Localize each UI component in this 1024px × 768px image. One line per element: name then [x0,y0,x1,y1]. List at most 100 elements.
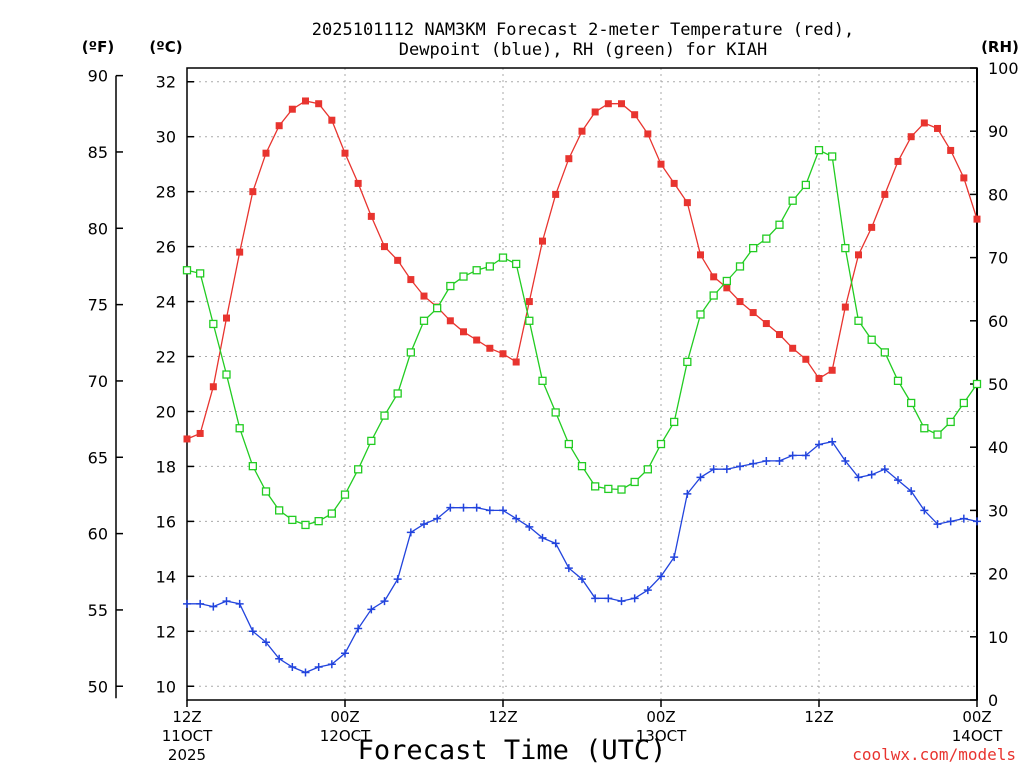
x-tick-label: 13OCT [636,727,687,745]
data-point [328,116,336,124]
data-point [486,344,494,352]
data-point [354,624,363,633]
data-point [947,146,955,154]
fahrenheit-tick-label: 80 [88,219,108,238]
data-point [406,348,415,357]
data-point [815,375,823,383]
celsius-tick-label: 12 [156,622,176,641]
x-tick-label: 00Z [646,708,675,726]
data-point [789,344,797,352]
data-point [973,517,981,526]
rh-tick-label: 10 [988,628,1008,647]
data-point [183,435,191,443]
x-tick-label: 00Z [962,708,991,726]
data-point [604,484,613,494]
celsius-tick-label: 28 [156,183,176,202]
data-point [209,319,218,329]
data-point [446,281,455,291]
data-point [196,599,205,608]
chart-title-line-1: 2025101112 NAM3KM Forecast 2-meter Tempe… [312,20,854,40]
data-point [854,473,863,482]
fahrenheit-tick-label: 90 [88,67,108,86]
data-point [881,190,889,198]
data-point [696,473,705,482]
data-point [314,663,323,672]
data-point [907,398,916,408]
data-point [644,130,652,138]
data-point [934,124,941,132]
rh-tick-label: 20 [988,565,1008,584]
x-tick-label: 12Z [804,708,833,726]
data-point [854,316,863,325]
data-point [248,462,257,471]
data-point [314,516,323,526]
data-point [551,539,560,548]
data-point [591,108,599,116]
data-point [749,243,758,253]
data-point [670,553,679,562]
fahrenheit-tick-label: 50 [88,677,108,696]
data-point [222,370,231,379]
data-point [815,440,823,449]
data-point [525,298,533,306]
data-point [920,424,929,433]
celsius-tick-label: 32 [156,73,176,92]
data-point [591,594,600,603]
series-line [186,100,978,440]
data-point [670,417,679,427]
data-point [262,638,270,647]
data-point [420,520,428,529]
data-point [643,586,652,595]
data-point [683,489,692,498]
data-point [380,597,389,606]
data-point [578,127,586,135]
data-point [315,100,323,108]
data-point [235,424,244,433]
data-point [631,111,639,119]
celsius-tick-label: 20 [156,402,176,421]
data-point [381,243,388,251]
data-point [867,470,876,479]
data-point [959,514,968,523]
data-point [683,199,691,207]
data-point [841,303,849,311]
data-point [801,451,810,460]
data-point [262,149,270,157]
rh-unit-label: (RH) [981,38,1019,56]
data-point [670,179,678,187]
data-point [841,243,850,253]
credit-label: coolwx.com/models [852,745,1016,764]
data-point [182,266,192,275]
data-point [657,572,665,581]
data-point [775,220,784,229]
data-point [894,157,902,165]
rh-tick-label: 80 [988,185,1008,204]
fahrenheit-tick-label: 65 [88,448,108,467]
data-point [880,465,889,474]
series-2-meter-temperature [183,97,981,443]
data-point [828,366,836,374]
data-point [749,459,758,468]
data-point [656,439,666,449]
celsius-tick-label: 18 [156,457,176,476]
data-point [972,379,982,389]
data-point [222,597,231,606]
data-point [683,357,692,367]
data-point [485,262,494,271]
data-point [525,316,534,325]
data-point [196,269,205,278]
data-point [472,503,481,512]
data-point [327,660,336,669]
data-point [236,248,244,256]
fahrenheit-tick-label: 55 [88,601,108,620]
series-dewpoint [183,437,981,677]
data-point [828,437,837,446]
data-point [473,336,481,344]
data-point [380,411,389,420]
data-point [920,506,929,515]
x-tick-label: 14OCT [952,727,1003,745]
data-point [762,456,771,465]
fahrenheit-unit-label: (ºF) [82,38,114,56]
celsius-tick-label: 22 [156,348,176,367]
